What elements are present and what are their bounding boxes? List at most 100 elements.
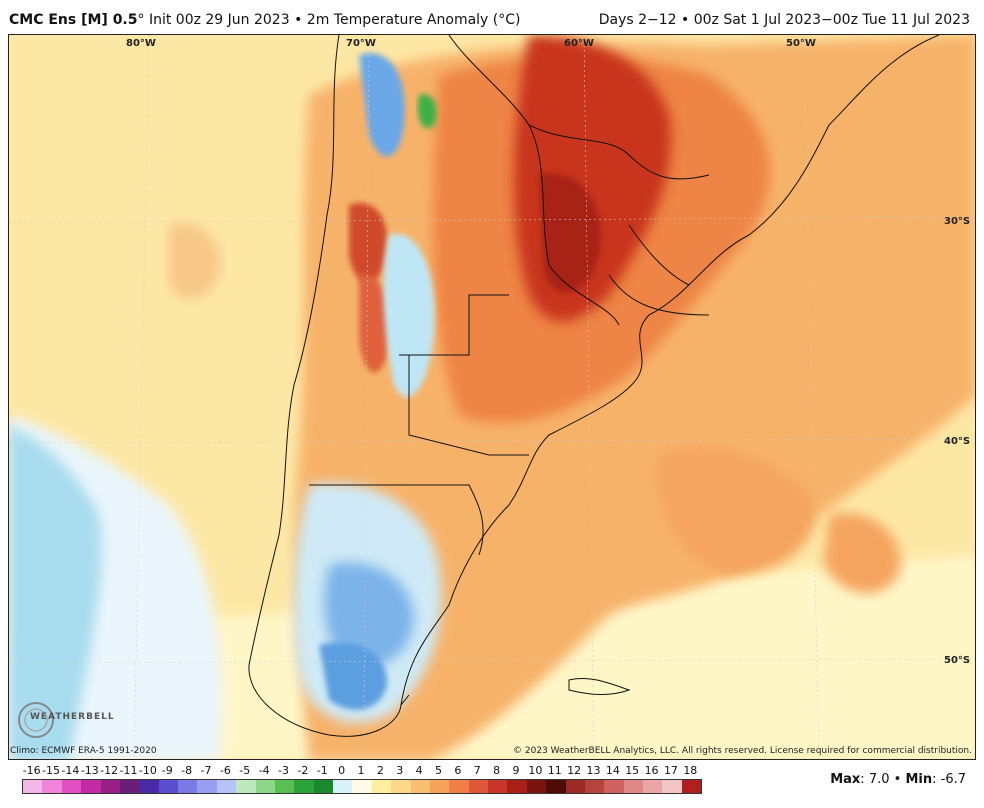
atlantic-warm-2 bbox=[824, 513, 901, 594]
lon-label-70w: 70°W bbox=[346, 38, 376, 49]
colorbar-tick-label: -3 bbox=[278, 764, 289, 777]
colorbar-ticks: -16 -15 -14 -13 -12 -11 -10 -9 -8 -7 -6 -5 -4 -3 -2 -1 0… bbox=[22, 764, 702, 778]
colorbar-tick-label: 6 bbox=[454, 764, 462, 777]
colorbar-swatch bbox=[236, 780, 256, 793]
colorbar-tick-label: 5 bbox=[434, 764, 442, 777]
colorbar-tick-label: 2 bbox=[376, 764, 384, 777]
colorbar-tick-label: 17 bbox=[663, 764, 678, 777]
colorbar-swatch bbox=[488, 780, 508, 793]
colorbar-tick-label: 15 bbox=[625, 764, 640, 777]
colorbar-tick-label: 4 bbox=[415, 764, 423, 777]
lat-label-40s: 40°S bbox=[944, 436, 971, 447]
colorbar-tick-label: 13 bbox=[586, 764, 601, 777]
colorbar-swatch bbox=[643, 780, 663, 793]
patagonia-cold-1 bbox=[324, 562, 414, 668]
colorbar-tick-label: 7 bbox=[473, 764, 481, 777]
field-name: 2m Temperature Anomaly (°C) bbox=[306, 12, 521, 28]
colorbar-tick-label: 10 bbox=[528, 764, 543, 777]
colorbar-tick-label: -15 bbox=[42, 764, 61, 777]
colorbar-tick-label: 14 bbox=[605, 764, 620, 777]
lon-label-60w: 60°W bbox=[564, 38, 594, 49]
colorbar-tick-label: -4 bbox=[258, 764, 270, 777]
colorbar-swatch bbox=[119, 780, 140, 793]
colorbar-swatch bbox=[100, 780, 120, 793]
colorbar-swatch bbox=[371, 780, 392, 793]
max-label: Max bbox=[830, 772, 861, 787]
colorbar-swatch bbox=[546, 780, 566, 793]
colorbar-swatch bbox=[391, 780, 411, 793]
colorbar-tick-label: 18 bbox=[683, 764, 698, 777]
colorbar-swatch bbox=[23, 780, 43, 793]
colorbar-swatch bbox=[449, 780, 469, 793]
colorbar-swatch bbox=[197, 780, 217, 793]
colorbar-tick-label: 9 bbox=[512, 764, 520, 777]
colorbar-tick-label: 1 bbox=[357, 764, 365, 777]
colorbar-swatch bbox=[429, 780, 450, 793]
colorbar-swatch bbox=[158, 780, 178, 793]
weatherbell-logo-icon bbox=[18, 702, 54, 738]
header: CMC Ens [M] 0.5° Init 00z 29 Jun 2023 • … bbox=[0, 0, 984, 34]
colorbar-tick-label: -7 bbox=[200, 764, 212, 777]
min-label: Min bbox=[905, 772, 933, 787]
colorbar-swatch bbox=[565, 780, 585, 793]
colorbar-tick-label: -11 bbox=[119, 764, 138, 777]
andes-cool-north bbox=[359, 53, 405, 157]
colorbar-swatch bbox=[662, 780, 682, 793]
min-value: -6.7 bbox=[940, 772, 966, 787]
stats-separator: • bbox=[893, 772, 902, 787]
colorbar-swatch bbox=[178, 780, 198, 793]
model-name: CMC Ens [M] 0.5 bbox=[9, 12, 138, 28]
colorbar bbox=[22, 779, 702, 794]
pacific-warm-patch bbox=[169, 223, 221, 299]
colorbar-swatch bbox=[468, 780, 488, 793]
anomaly-map bbox=[8, 34, 976, 760]
colorbar-swatch bbox=[352, 780, 372, 793]
colorbar-swatch bbox=[139, 780, 159, 793]
atlantic-warm-1 bbox=[657, 447, 815, 575]
colorbar-tick-label: -1 bbox=[316, 764, 328, 777]
west-ocean-cool bbox=[9, 425, 102, 759]
hot-peak bbox=[539, 173, 601, 293]
colorbar-swatch bbox=[681, 780, 702, 793]
colorbar-tick-label: -16 bbox=[22, 764, 41, 777]
max-min-stats: Max: 7.0 • Min: -6.7 bbox=[830, 772, 966, 787]
colorbar-swatch bbox=[333, 780, 353, 793]
colorbar-tick-label: 16 bbox=[644, 764, 659, 777]
colorbar-tick-label: -13 bbox=[80, 764, 99, 777]
colorbar-swatch bbox=[274, 780, 295, 793]
map-title: CMC Ens [M] 0.5° Init 00z 29 Jun 2023 • … bbox=[9, 12, 520, 28]
colorbar-tick-label: -9 bbox=[161, 764, 173, 777]
patagonia-cold-2 bbox=[319, 642, 388, 710]
colorbar-tick-label: 12 bbox=[567, 764, 582, 777]
colorbar-tick-label: -10 bbox=[138, 764, 157, 777]
lon-label-80w: 80°W bbox=[126, 38, 156, 49]
copyright-note: © 2023 WeatherBELL Analytics, LLC. All r… bbox=[513, 746, 972, 756]
lon-label-50w: 50°W bbox=[786, 38, 816, 49]
degree-mark: ° bbox=[137, 12, 145, 28]
max-value: 7.0 bbox=[868, 772, 890, 787]
colorbar-tick-label: 8 bbox=[493, 764, 501, 777]
colorbar-swatch bbox=[584, 780, 605, 793]
colorbar-swatch bbox=[526, 780, 547, 793]
climo-note: Climo: ECMWF ERA-5 1991-2020 bbox=[10, 746, 157, 756]
colorbar-tick-label: -12 bbox=[100, 764, 119, 777]
lat-label-30s: 30°S bbox=[944, 216, 971, 227]
colorbar-tick-label: 11 bbox=[547, 764, 562, 777]
colorbar-tick-label: 3 bbox=[396, 764, 404, 777]
colorbar-tick-label: -2 bbox=[297, 764, 309, 777]
andes-hot-1 bbox=[349, 203, 388, 284]
colorbar-swatch bbox=[604, 780, 624, 793]
colorbar-tick-label: -5 bbox=[239, 764, 251, 777]
valid-range: Days 2−12 • 00z Sat 1 Jul 2023−00z Tue 1… bbox=[598, 12, 970, 28]
colorbar-swatch bbox=[61, 780, 82, 793]
colorbar-swatch bbox=[255, 780, 275, 793]
colorbar-tick-label: -6 bbox=[219, 764, 231, 777]
colorbar-tick-label: -8 bbox=[181, 764, 193, 777]
andes-green bbox=[417, 94, 437, 129]
colorbar-swatch bbox=[81, 780, 101, 793]
colorbar-swatch bbox=[410, 780, 430, 793]
colorbar-swatch bbox=[216, 780, 237, 793]
coastlines bbox=[248, 35, 940, 737]
colorbar-tick-label: -14 bbox=[61, 764, 80, 777]
lat-label-50s: 50°S bbox=[944, 655, 971, 666]
